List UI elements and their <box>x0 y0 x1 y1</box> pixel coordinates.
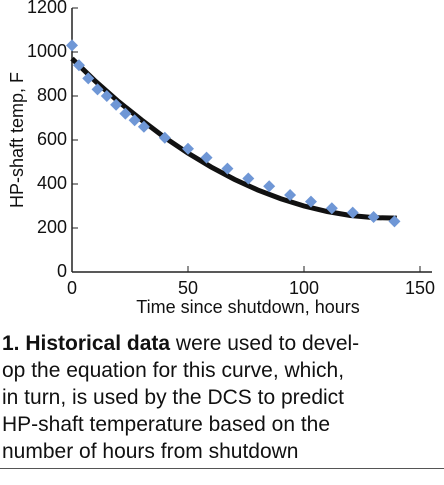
y-tick-label: 400 <box>37 173 67 193</box>
data-point <box>325 202 338 215</box>
fit-curve <box>70 56 397 221</box>
y-tick-label: 600 <box>37 129 67 149</box>
data-point <box>200 151 213 164</box>
y-tick-label: 200 <box>37 217 67 237</box>
data-point <box>346 206 359 219</box>
data-point <box>242 172 255 185</box>
caption-line: 1. Historical data were used to devel- <box>2 330 442 357</box>
data-point <box>367 211 380 223</box>
x-tick-label: 50 <box>178 278 198 298</box>
data-point <box>66 39 78 52</box>
caption-line: number of hours from shutdown <box>2 440 299 463</box>
data-point <box>137 120 150 133</box>
x-tick-label: 0 <box>67 278 77 298</box>
y-tick-label: 1000 <box>27 41 67 61</box>
x-axis-label: Time since shutdown, hours <box>136 297 359 317</box>
caption-line: HP-shaft temperature based on the <box>2 413 331 436</box>
caption-bold: 1. Historical data <box>2 332 171 355</box>
data-point <box>91 83 104 96</box>
data-point <box>128 114 141 127</box>
x-tick-label: 150 <box>405 278 435 298</box>
caption-text: were used to devel- <box>170 332 360 355</box>
data-point <box>82 72 95 85</box>
data-point <box>100 90 113 102</box>
x-tick-label: 100 <box>289 278 319 298</box>
y-tick-label: 800 <box>37 85 67 105</box>
y-tick-label: 1200 <box>27 0 67 17</box>
caption: 1. Historical data were used to devel- o… <box>2 330 442 465</box>
caption-line: in turn, is used by the DCS to predict <box>2 386 344 409</box>
y-axis-label: HP-shaft temp, F <box>7 72 27 208</box>
data-point <box>304 195 317 208</box>
data-point <box>119 107 132 120</box>
data-point <box>110 98 123 111</box>
data-point <box>182 142 194 155</box>
y-tick-label: 0 <box>57 261 67 281</box>
data-point <box>72 59 85 72</box>
data-point <box>158 131 171 144</box>
data-point <box>388 215 401 228</box>
divider <box>0 468 444 469</box>
chart: Time since shutdown, hours HP-shaft temp… <box>7 0 435 317</box>
data-point <box>221 162 234 175</box>
data-point <box>263 180 276 193</box>
caption-line: op the equation for this curve, which, <box>2 359 345 382</box>
data-point <box>284 189 297 201</box>
